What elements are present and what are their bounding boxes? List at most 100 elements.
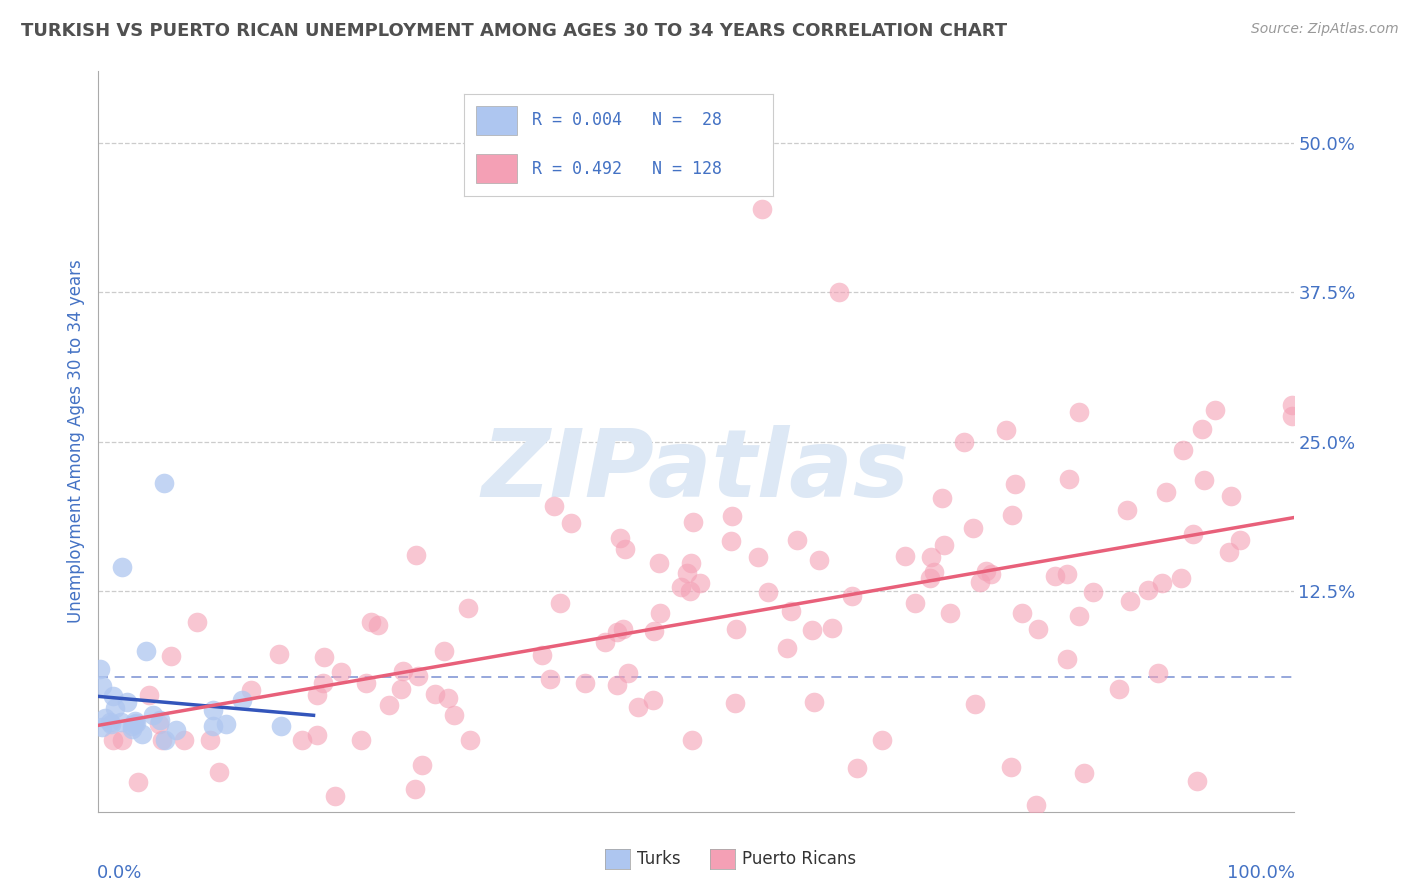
Point: [148, 717, 170, 731]
Point: [648, 606, 671, 620]
Text: ZIPatlas: ZIPatlas: [482, 425, 910, 517]
Point: [1170, 571, 1192, 585]
Point: [131, 727, 153, 741]
Point: [976, 564, 998, 578]
Point: [138, 688, 160, 702]
Point: [458, 733, 481, 747]
Point: [953, 435, 976, 450]
Point: [870, 733, 893, 747]
Point: [681, 733, 703, 747]
Point: [939, 606, 962, 620]
Point: [307, 728, 329, 742]
Text: R = 0.004   N =  28: R = 0.004 N = 28: [531, 111, 723, 128]
Point: [756, 585, 779, 599]
Point: [920, 549, 942, 564]
Point: [1056, 652, 1078, 666]
Point: [392, 665, 415, 679]
Point: [404, 781, 426, 796]
Point: [1219, 489, 1241, 503]
Point: [679, 556, 702, 570]
Point: [747, 549, 769, 564]
Point: [135, 643, 157, 657]
Point: [1119, 594, 1142, 608]
Point: [311, 676, 333, 690]
Point: [100, 716, 122, 731]
Point: [152, 733, 174, 747]
Point: [153, 733, 176, 747]
Point: [110, 714, 132, 729]
Point: [1173, 443, 1195, 458]
Point: [678, 584, 700, 599]
Point: [111, 733, 134, 747]
Point: [1152, 575, 1174, 590]
Point: [160, 648, 183, 663]
Point: [807, 553, 830, 567]
Point: [1281, 398, 1303, 412]
Point: [89, 662, 111, 676]
Point: [643, 624, 665, 639]
Point: [186, 615, 208, 629]
Point: [1108, 681, 1130, 696]
Text: 100.0%: 100.0%: [1226, 863, 1295, 881]
Point: [121, 719, 143, 733]
Text: R = 0.492   N = 128: R = 0.492 N = 128: [531, 160, 723, 178]
Point: [894, 549, 917, 563]
Point: [969, 575, 991, 590]
Point: [436, 691, 458, 706]
Point: [1069, 405, 1091, 419]
Point: [720, 533, 742, 548]
Point: [142, 707, 165, 722]
Point: [208, 764, 231, 779]
Point: [932, 538, 955, 552]
Point: [125, 716, 148, 731]
Point: [124, 714, 146, 728]
Point: [98, 714, 121, 729]
Point: [1026, 622, 1049, 636]
Point: [202, 703, 225, 717]
Point: [682, 515, 704, 529]
Point: [1043, 569, 1066, 583]
Point: [330, 665, 353, 679]
Point: [91, 679, 114, 693]
Point: [165, 723, 187, 738]
Point: [627, 700, 650, 714]
Point: [405, 548, 427, 562]
Point: [270, 719, 292, 733]
Point: [239, 683, 262, 698]
Point: [367, 617, 389, 632]
Point: [1000, 760, 1022, 774]
Point: [103, 690, 125, 704]
Point: [94, 711, 117, 725]
Point: [648, 556, 671, 570]
Text: 0.0%: 0.0%: [97, 863, 142, 881]
Point: [267, 647, 290, 661]
Point: [1004, 477, 1026, 491]
Text: Source: ZipAtlas.com: Source: ZipAtlas.com: [1251, 22, 1399, 37]
Point: [776, 641, 799, 656]
Point: [202, 719, 225, 733]
Bar: [477, 154, 516, 183]
Point: [323, 789, 346, 803]
Point: [115, 695, 138, 709]
Text: TURKISH VS PUERTO RICAN UNEMPLOYMENT AMONG AGES 30 TO 34 YEARS CORRELATION CHART: TURKISH VS PUERTO RICAN UNEMPLOYMENT AMO…: [21, 22, 1007, 40]
Point: [1137, 582, 1160, 597]
Point: [457, 601, 479, 615]
Point: [612, 622, 634, 636]
Point: [786, 533, 808, 547]
Point: [724, 622, 747, 636]
Point: [606, 678, 628, 692]
Point: [1204, 402, 1226, 417]
Point: [574, 676, 596, 690]
Point: [1147, 665, 1170, 680]
Point: [530, 648, 553, 663]
Point: [689, 575, 711, 590]
Point: [593, 635, 616, 649]
Point: [377, 698, 399, 712]
Point: [101, 733, 124, 747]
Point: [433, 643, 456, 657]
Point: [669, 580, 692, 594]
Point: [1025, 798, 1047, 813]
Point: [153, 476, 176, 491]
Point: [780, 604, 803, 618]
Text: Puerto Ricans: Puerto Ricans: [742, 850, 856, 868]
